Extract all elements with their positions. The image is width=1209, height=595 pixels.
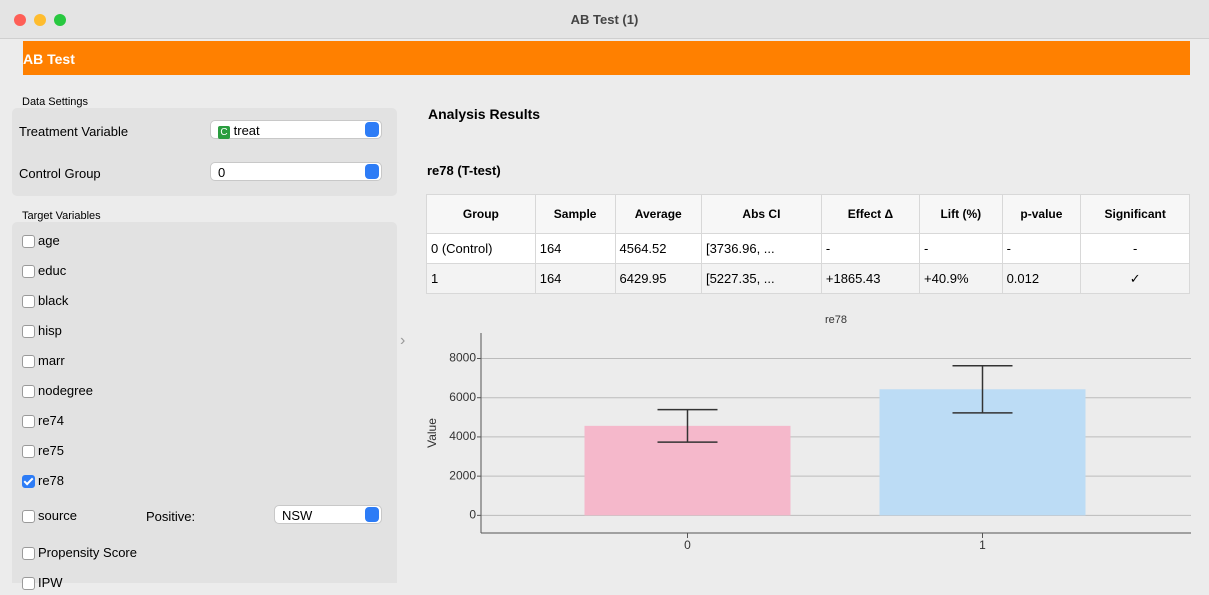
results-title: Analysis Results: [428, 106, 541, 122]
table-cell: 4564.52: [614, 233, 702, 264]
table-cell: +40.9%: [919, 263, 1003, 294]
y-tick-label: 2000: [449, 468, 476, 482]
checkbox-label: re75: [38, 443, 65, 458]
test-title: re78 (T-test): [427, 163, 501, 178]
table-cell: +1865.43: [820, 263, 921, 294]
header-bar: [23, 41, 1190, 75]
x-tick-label: 0: [684, 538, 691, 552]
checkbox[interactable]: [22, 295, 35, 308]
control-select[interactable]: 0: [210, 162, 382, 181]
table-cell: 0 (Control): [426, 233, 536, 264]
checkbox-label: marr: [38, 353, 65, 368]
table-row: 0 (Control) 164 4564.52 [3736.96, ... - - - -: [426, 233, 1190, 264]
checkbox-label: black: [38, 293, 69, 308]
column-header: Group: [426, 194, 536, 234]
checkbox-label: age: [38, 233, 60, 248]
checkbox[interactable]: [22, 325, 35, 338]
checkbox[interactable]: [22, 265, 35, 278]
checkbox-label: nodegree: [38, 383, 93, 398]
checkbox[interactable]: [22, 547, 35, 560]
checkbox[interactable]: [22, 385, 35, 398]
window-title: AB Test (1): [570, 12, 639, 27]
checkbox[interactable]: [22, 577, 35, 590]
select-value: NSW: [282, 508, 313, 523]
table-cell: 0.012: [1001, 263, 1082, 294]
table-cell: -: [919, 233, 1003, 264]
splitter-arrow[interactable]: ›: [400, 332, 406, 349]
checkbox[interactable]: [22, 235, 35, 248]
table-cell: -: [820, 233, 921, 264]
table-cell: 164: [534, 233, 616, 264]
checkbox[interactable]: [22, 510, 35, 523]
checkbox[interactable]: [22, 415, 35, 428]
select-value: 0: [218, 165, 226, 180]
y-axis-label: Value: [425, 418, 439, 448]
y-tick-label: 8000: [449, 351, 476, 365]
positive-select[interactable]: NSW: [274, 505, 382, 524]
checkbox-label: re78: [38, 473, 65, 488]
column-header: Significant: [1080, 194, 1190, 234]
positive-label: Positive:: [146, 509, 196, 524]
header-title: AB Test: [23, 51, 75, 67]
table-cell: 6429.95: [614, 263, 702, 294]
column-header: Average: [614, 194, 702, 234]
field-label: Control Group: [19, 166, 101, 181]
y-tick-label: 6000: [449, 390, 476, 404]
title-bar: [0, 0, 1209, 39]
column-header: Abs CI: [700, 194, 822, 234]
x-tick-label: 1: [979, 538, 986, 552]
checkbox[interactable]: [22, 445, 35, 458]
y-tick-label: 4000: [449, 429, 476, 443]
table-cell: [3736.96, ...: [700, 233, 822, 264]
table-cell: ✓: [1080, 263, 1190, 294]
results-table: Group Sample Average Abs CI Effect Δ Lift (%)…: [426, 194, 1190, 294]
column-header: Sample: [534, 194, 616, 234]
checkbox-label: source: [38, 508, 78, 523]
group-label: Target Variables: [22, 210, 101, 222]
minimize-button[interactable]: [34, 14, 46, 26]
type-badge: C: [218, 126, 230, 139]
close-button[interactable]: [14, 14, 26, 26]
checkbox-label: re74: [38, 413, 65, 428]
table-cell: 1: [426, 263, 536, 294]
table-cell: [5227.35, ...: [700, 263, 822, 294]
group-label: Data Settings: [22, 96, 89, 108]
chart: re78 Value 0 2000 4000 6000 8000 0 1: [425, 314, 1191, 552]
header-row: Group Sample Average Abs CI Effect Δ Lift (%)…: [426, 194, 1190, 234]
zoom-button[interactable]: [54, 14, 66, 26]
column-header: Effect Δ: [820, 194, 921, 234]
checkbox-label: IPW: [38, 575, 63, 590]
table-row: 1 164 6429.95 [5227.35, ... +1865.43 +40.9% 0.…: [426, 263, 1190, 294]
column-header: Lift (%): [919, 194, 1003, 234]
field-label: Treatment Variable: [19, 124, 129, 139]
table-cell: -: [1001, 233, 1082, 264]
checkbox[interactable]: [22, 355, 35, 368]
select-value: treat: [233, 123, 260, 138]
table-cell: -: [1080, 233, 1190, 264]
checkbox-label: hisp: [38, 323, 62, 338]
targets-box: [12, 222, 397, 595]
chart-title: re78: [825, 314, 847, 326]
column-header: p-value: [1001, 194, 1082, 234]
bottom-edge: [0, 583, 1209, 595]
checkbox[interactable]: [22, 475, 35, 488]
checkbox-label: Propensity Score: [38, 545, 137, 560]
treatment-select[interactable]: C treat: [210, 120, 382, 139]
table-cell: 164: [534, 263, 616, 294]
y-tick-label: 0: [469, 508, 476, 522]
checkbox-label: educ: [38, 263, 67, 278]
